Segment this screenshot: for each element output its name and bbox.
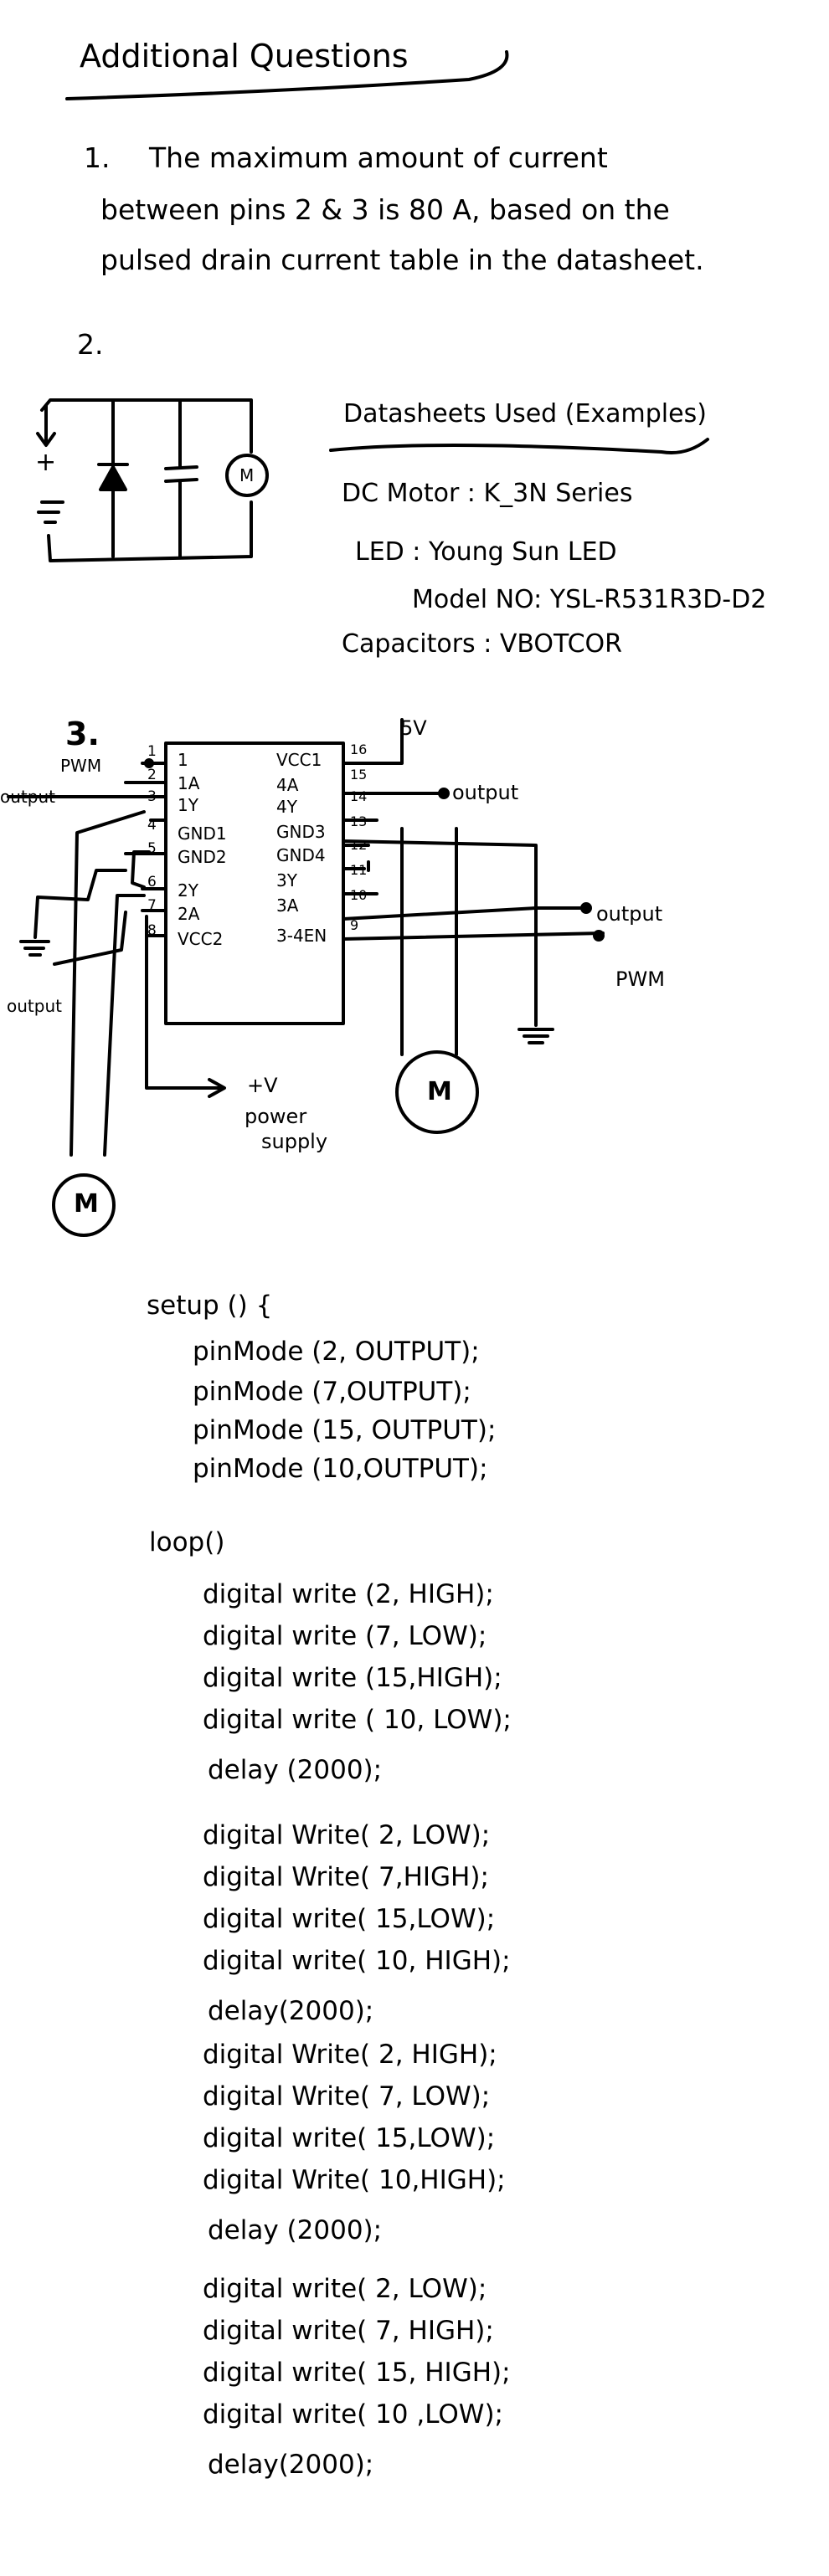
left-pin-name: 1Y xyxy=(178,795,198,815)
pwm-left-label: PWM xyxy=(60,756,102,776)
loop-line: digital write( 15, HIGH); xyxy=(203,2358,511,2388)
loop-line: digital write (15,HIGH); xyxy=(203,1663,502,1693)
right-pin-name: 3A xyxy=(276,895,299,916)
dc-motor-line: DC Motor : K_3N Series xyxy=(342,479,633,508)
left-pin-number: 8 xyxy=(147,922,157,939)
right-pin-name: 4Y xyxy=(276,797,297,817)
output-left-top: output xyxy=(0,787,55,807)
setup-line: pinMode (15, OUTPUT); xyxy=(193,1415,497,1445)
setup-line: pinMode (7,OUTPUT); xyxy=(193,1377,471,1407)
power-label-2: power xyxy=(245,1105,307,1128)
left-pin-number: 5 xyxy=(147,840,157,857)
right-pin-number: 16 xyxy=(350,741,368,757)
loop-line: delay(2000); xyxy=(208,1996,374,2026)
loop-line: digital write ( 10, LOW); xyxy=(203,1705,512,1735)
loop-line: delay (2000); xyxy=(208,2215,383,2245)
left-pin-number: 2 xyxy=(147,767,157,783)
power-label-3: supply xyxy=(261,1130,328,1153)
datasheets-underline xyxy=(329,438,709,454)
loop-line: digital write( 15,LOW); xyxy=(203,2123,496,2153)
right-pin-number: 14 xyxy=(350,788,368,804)
loop-line: digital write( 10 ,LOW); xyxy=(203,2399,503,2430)
loop-line: digital write (2, HIGH); xyxy=(203,1579,494,1609)
q1-line-3: pulsed drain current table in the datash… xyxy=(100,244,704,276)
loop-line: delay (2000); xyxy=(208,1755,383,1785)
right-pin-name: 4A xyxy=(276,775,299,795)
left-pin-name: 1 xyxy=(178,750,188,770)
led-line: LED : Young Sun LED xyxy=(355,537,617,567)
left-pin-number: 3 xyxy=(147,788,157,805)
right-pin-number: 15 xyxy=(350,767,368,783)
loop-line: digital Write( 7, LOW); xyxy=(203,2081,491,2112)
left-pin-number: 7 xyxy=(147,897,157,914)
right-pin-number: 9 xyxy=(350,917,359,933)
left-pin-name: VCC2 xyxy=(178,929,224,949)
loop-header: loop() xyxy=(149,1527,225,1557)
loop-line: digital Write( 2, HIGH); xyxy=(203,2040,497,2070)
loop-line: digital write( 7, HIGH); xyxy=(203,2316,494,2346)
five-v-label: 5V xyxy=(400,716,427,740)
loop-line: digital write (7, LOW); xyxy=(203,1621,487,1651)
capacitors-line: Capacitors : VBOTCOR xyxy=(342,629,623,659)
left-pin-name: 2A xyxy=(178,904,200,924)
right-pin-name: GND4 xyxy=(276,845,326,865)
h-bridge-diagram xyxy=(7,718,605,1237)
datasheets-title: Datasheets Used (Examples) xyxy=(343,399,707,428)
output-left-bottom: output xyxy=(7,996,62,1016)
loop-line: digital write( 15,LOW); xyxy=(203,1904,496,1934)
right-pin-name: VCC1 xyxy=(276,750,322,770)
right-pin-name: GND3 xyxy=(276,822,326,842)
output-right-top: output xyxy=(452,781,519,804)
right-pin-name: 3-4EN xyxy=(276,926,327,946)
right-pin-number: 12 xyxy=(350,837,368,853)
right-pin-name: 3Y xyxy=(276,870,297,890)
left-pin-name: 2Y xyxy=(178,880,198,901)
pwm-right-label: PWM xyxy=(615,967,665,991)
q1-line-1: The maximum amount of current xyxy=(149,141,608,174)
power-label: +V xyxy=(247,1074,278,1097)
right-pin-number: 10 xyxy=(350,887,368,903)
loop-line: digital Write( 10,HIGH); xyxy=(203,2165,506,2195)
left-pin-number: 6 xyxy=(147,874,157,890)
right-pin-number: 13 xyxy=(350,813,368,829)
loop-line: delay(2000); xyxy=(208,2450,374,2480)
heading: Additional Questions xyxy=(80,38,409,74)
loop-line: digital Write( 2, LOW); xyxy=(203,1820,491,1850)
heading-underline xyxy=(65,50,509,100)
output-right-mid: output xyxy=(596,902,663,926)
q1-line-2: between pins 2 & 3 is 80 A, based on the xyxy=(100,193,670,226)
q3-number: 3. xyxy=(65,716,100,752)
setup-header: setup () { xyxy=(147,1291,273,1321)
left-pin-name: 1A xyxy=(178,773,200,793)
left-pin-number: 1 xyxy=(147,743,157,760)
right-pin-number: 11 xyxy=(350,862,368,878)
setup-line: pinMode (10,OUTPUT); xyxy=(193,1454,488,1484)
motor-label-q2: M xyxy=(239,465,255,485)
motor-right-label: M xyxy=(427,1077,452,1106)
left-pin-number: 4 xyxy=(147,817,157,834)
loop-line: digital Write( 7,HIGH); xyxy=(203,1862,489,1892)
q2-number: 2. xyxy=(77,328,104,361)
q1-number: 1. xyxy=(84,141,111,174)
loop-line: digital write( 2, LOW); xyxy=(203,2274,487,2304)
left-pin-name: GND1 xyxy=(178,824,227,844)
motor-left-label: M xyxy=(74,1189,99,1219)
left-pin-name: GND2 xyxy=(178,847,227,867)
model-line: Model NO: YSL-R531R3D-D2 xyxy=(412,585,767,614)
loop-line: digital write( 10, HIGH); xyxy=(203,1946,511,1976)
setup-line: pinMode (2, OUTPUT); xyxy=(193,1337,480,1367)
circuit-q2 xyxy=(36,398,269,562)
plus-sign: + xyxy=(35,448,57,477)
